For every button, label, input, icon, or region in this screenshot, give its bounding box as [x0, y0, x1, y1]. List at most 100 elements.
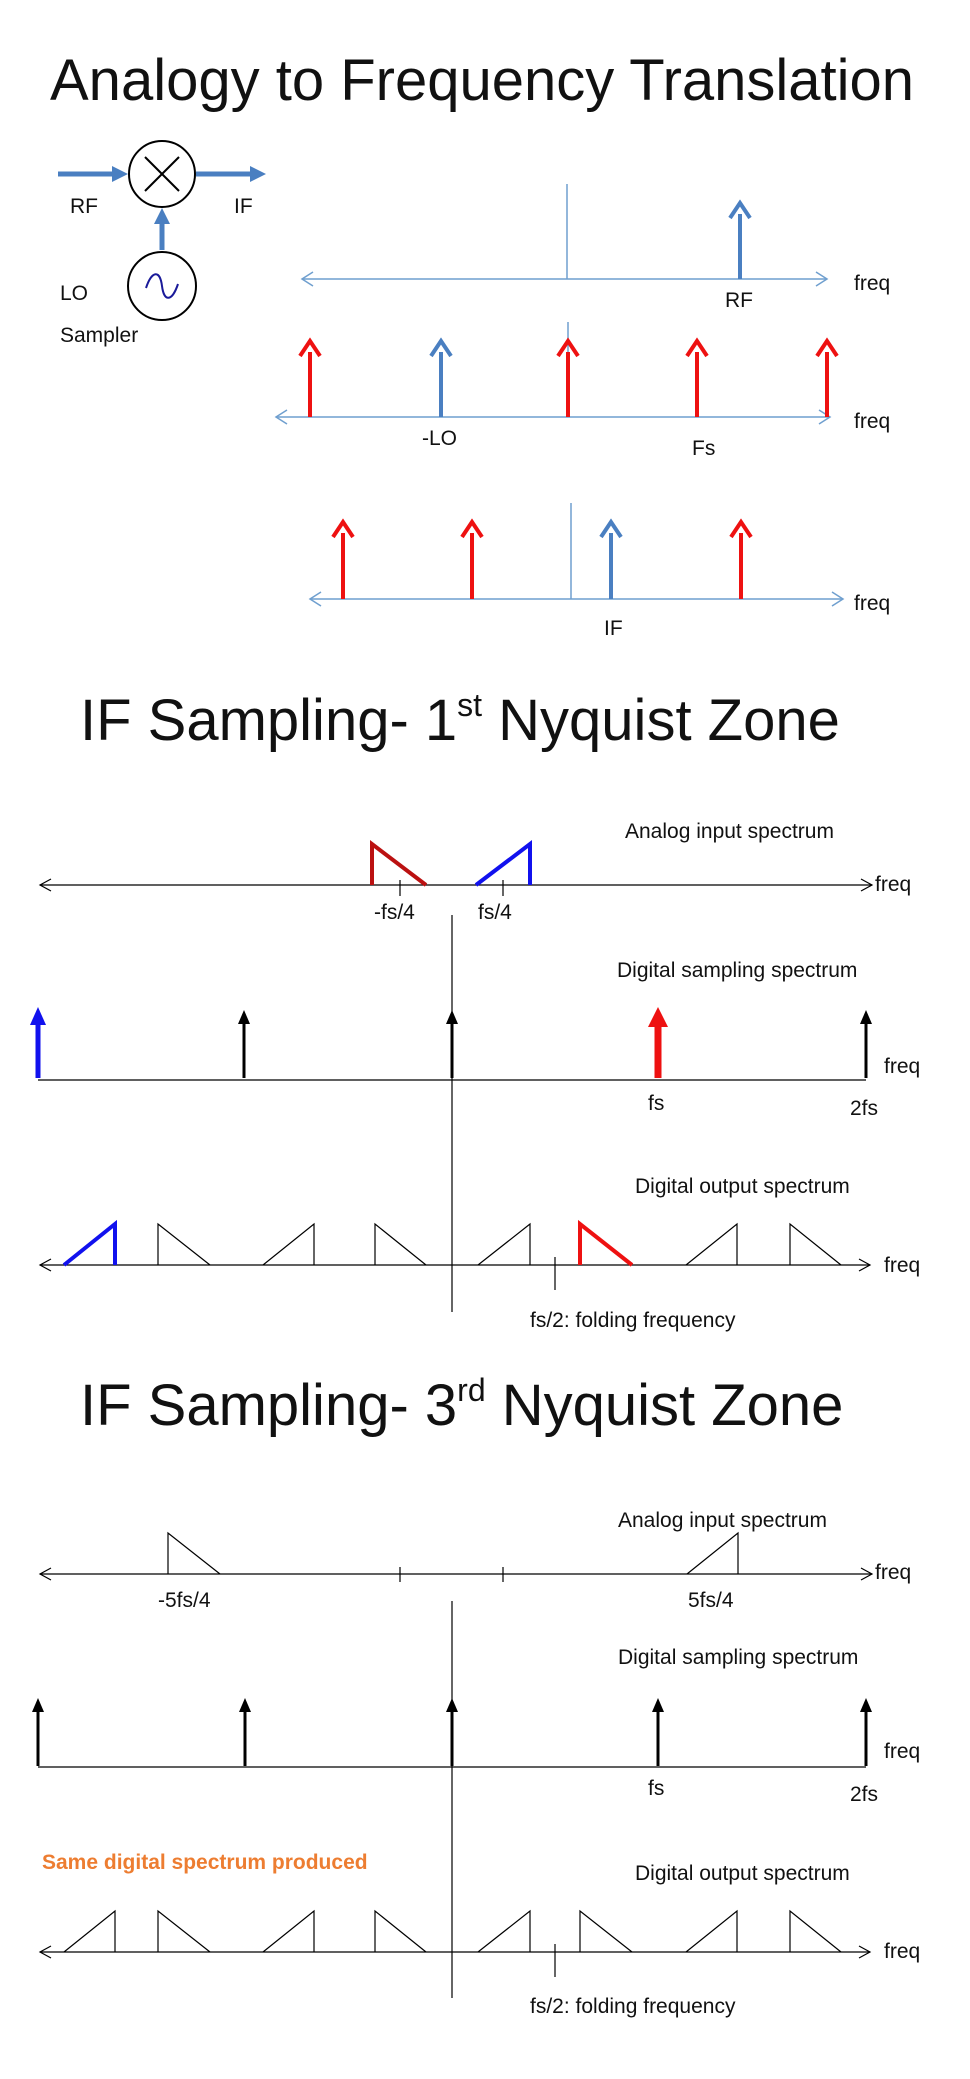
s1-row3-image-arrowhead-3 [729, 518, 753, 539]
s1-row2-lo-arrowhead [429, 337, 453, 358]
s1-row2-spectrum: freq -LO Fs [274, 322, 890, 460]
s2-sampling-2fs-label: 2fs [850, 1097, 878, 1120]
section3-title: IF Sampling- 3rd Nyquist Zone [80, 1372, 843, 1438]
s2-analog-spectrum: Analog input spectrum freq -fs/4 fs/4 [38, 820, 911, 924]
s1-row2-axis-left-head [274, 409, 288, 425]
s3-analog-pos-label: 5fs/4 [688, 1589, 734, 1612]
s1-row1-axis-left-head [300, 271, 314, 287]
s2-analog-freq-label: freq [875, 873, 911, 896]
s3-analog-axis-right-head [860, 1567, 874, 1581]
s2-output-caption: Digital output spectrum [635, 1175, 850, 1198]
s3-output-spectrum: Digital output spectrum freq fs/2: foldi… [38, 1862, 920, 2018]
s3-output-axis-right-head [858, 1945, 872, 1959]
s3-sampling-fs-label: fs [648, 1777, 664, 1800]
s3-output-caption: Digital output spectrum [635, 1862, 850, 1885]
s2-output-fold-label: fs/2: folding frequency [530, 1309, 736, 1332]
s3-output-axis-left-head [38, 1945, 52, 1959]
s1-row1-axis-right-head [815, 271, 829, 287]
mixer-if-label: IF [234, 195, 253, 218]
s2-sampling-arrowhead-fs [648, 1007, 668, 1027]
s1-row2-freq-label: freq [854, 410, 890, 433]
s3-output-band-8 [789, 1909, 842, 1953]
s3-analog-spectrum: Analog input spectrum freq -5fs/4 5fs/4 [38, 1509, 911, 1612]
s3-same-spectrum-note: Same digital spectrum produced [42, 1851, 368, 1874]
s3-sampling-freq-label: freq [884, 1740, 920, 1763]
s2-output-freq-label: freq [884, 1254, 920, 1277]
s3-output-band-1 [63, 1909, 116, 1953]
mixer-lo-label: LO [60, 282, 88, 305]
s3-output-band-3 [262, 1909, 315, 1953]
s2-output-axis-right-head [858, 1258, 872, 1272]
s1-row2-lo-label: -LO [422, 427, 457, 450]
s2-output-band-1 [62, 1219, 117, 1267]
s2-analog-pos-band [474, 839, 532, 887]
s3-sampling-2fs-label: 2fs [850, 1783, 878, 1806]
mixer-icon [128, 140, 196, 208]
s1-row3-axis-left-head [308, 591, 322, 607]
s2-output-band-2 [157, 1222, 211, 1266]
s3-analog-neg-band [167, 1531, 221, 1575]
s2-output-spectrum: Digital output spectrum freq fs/2: foldi… [38, 1175, 920, 1332]
s3-output-band-5 [477, 1909, 531, 1953]
s3-analog-axis-left-head [38, 1567, 52, 1581]
s3-analog-freq-label: freq [875, 1561, 911, 1584]
s2-sampling-arrowhead-2fs [860, 1010, 872, 1024]
s3-sampling-arrowhead-fs [652, 1698, 664, 1712]
s2-output-band-6 [578, 1219, 634, 1267]
s1-row3-spectrum: freq IF [308, 503, 890, 640]
s3-sampling-arrowhead-1 [32, 1698, 44, 1712]
s3-sampling-arrowhead-3 [446, 1698, 458, 1712]
s2-analog-caption: Analog input spectrum [625, 820, 834, 843]
s1-row1-freq-label: freq [854, 272, 890, 295]
section1-title: Analogy to Frequency Translation [50, 48, 914, 113]
rf-input-arrowhead [112, 166, 128, 182]
oscillator-icon [127, 251, 197, 321]
s1-row2-sample-arrowhead-2 [556, 337, 580, 358]
s1-row3-image-arrowhead-2 [460, 518, 484, 539]
s1-row3-if-arrowhead [599, 518, 623, 539]
s1-row2-axis-right-head [818, 409, 832, 425]
mixer-sampler-label: Sampler [60, 324, 138, 347]
s2-sampling-spectrum: Digital sampling spectrum freq fs 2fs [30, 959, 920, 1120]
s2-sampling-freq-label: freq [884, 1055, 920, 1078]
s1-row3-freq-label: freq [854, 592, 890, 615]
s2-output-band-3 [262, 1222, 315, 1266]
mixer-rf-label: RF [70, 195, 98, 218]
s1-row2-sample-arrowhead-3 [685, 337, 709, 358]
s3-output-band-4 [374, 1909, 427, 1953]
sine-wave-icon [145, 273, 179, 299]
s2-output-band-4 [374, 1222, 427, 1266]
s3-analog-caption: Analog input spectrum [618, 1509, 827, 1532]
s2-output-axis-left-head [38, 1258, 52, 1272]
s3-output-band-6 [579, 1909, 633, 1953]
s3-output-band-7 [685, 1909, 738, 1953]
s3-analog-pos-band [686, 1531, 739, 1575]
s1-row2-fs-label: Fs [692, 437, 715, 460]
s2-analog-axis-right-head [860, 878, 874, 892]
s2-sampling-fs-label: fs [648, 1092, 664, 1115]
s2-sampling-caption: Digital sampling spectrum [617, 959, 857, 982]
s1-row1-rf-arrowhead [728, 199, 752, 220]
s3-sampling-arrowhead-2fs [860, 1698, 872, 1712]
s3-sampling-arrowhead-2 [239, 1698, 251, 1712]
if-output-arrowhead [250, 166, 266, 182]
s3-sampling-spectrum: Digital sampling spectrum freq fs 2fs [32, 1646, 920, 1806]
s1-row2-sample-arrowhead-4 [815, 337, 839, 358]
s3-output-freq-label: freq [884, 1940, 920, 1963]
s1-row3-axis-right-head [831, 591, 845, 607]
s2-output-band-7 [685, 1222, 738, 1266]
s1-row1-rf-label: RF [725, 289, 753, 312]
s2-analog-axis-left-head [38, 878, 52, 892]
s2-sampling-arrowhead-2 [238, 1010, 250, 1024]
s3-output-band-2 [157, 1909, 211, 1953]
mixer-cross-b [144, 156, 180, 192]
s1-row3-image-arrowhead-1 [331, 518, 355, 539]
s1-row1-spectrum: freq RF [300, 184, 890, 312]
s2-output-band-8 [789, 1222, 842, 1266]
s1-row2-sample-arrowhead-1 [298, 337, 322, 358]
s2-analog-neg-band [370, 839, 428, 887]
lo-arrowhead [154, 208, 170, 224]
s2-analog-pos-label: fs/4 [478, 901, 512, 924]
section2-title: IF Sampling- 1st Nyquist Zone [80, 687, 840, 753]
